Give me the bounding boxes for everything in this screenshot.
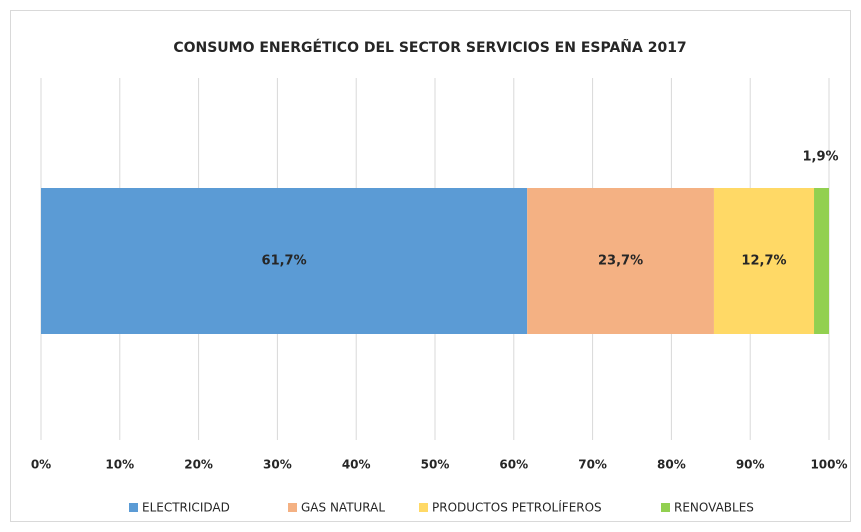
x-tick-label: 90%	[736, 458, 765, 472]
x-tick-label: 0%	[31, 458, 51, 472]
legend-swatch	[129, 503, 138, 512]
legend-swatch	[419, 503, 428, 512]
x-tick-label: 50%	[421, 458, 450, 472]
bar-segment	[527, 188, 714, 334]
bar-segment	[814, 188, 829, 334]
x-tick-label: 100%	[810, 458, 847, 472]
x-tick-label: 10%	[105, 458, 134, 472]
legend-label: PRODUCTOS PETROLÍFEROS	[432, 500, 602, 515]
data-label: 1,9%	[802, 150, 838, 165]
x-tick-label: 30%	[263, 458, 292, 472]
data-label: 12,7%	[741, 254, 786, 269]
legend-label: ELECTRICIDAD	[142, 501, 230, 515]
legend-swatch	[661, 503, 670, 512]
x-tick-label: 60%	[499, 458, 528, 472]
legend-label: RENOVABLES	[674, 501, 754, 515]
data-label: 61,7%	[262, 254, 307, 269]
bar-segment	[41, 188, 528, 334]
x-tick-label: 80%	[657, 458, 686, 472]
x-tick-label: 40%	[342, 458, 371, 472]
x-tick-label: 70%	[578, 458, 607, 472]
legend-label: GAS NATURAL	[301, 501, 385, 515]
x-tick-label: 20%	[184, 458, 213, 472]
legend-swatch	[288, 503, 297, 512]
bar-segment	[713, 188, 815, 334]
data-label: 23,7%	[598, 254, 643, 269]
chart-title: CONSUMO ENERGÉTICO DEL SECTOR SERVICIOS …	[173, 39, 686, 56]
